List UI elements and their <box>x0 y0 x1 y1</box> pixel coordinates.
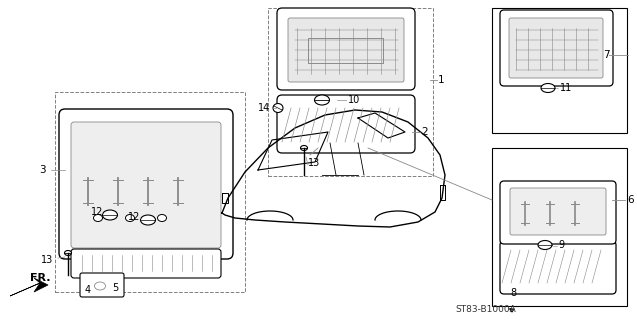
FancyBboxPatch shape <box>500 181 616 244</box>
FancyBboxPatch shape <box>509 18 603 78</box>
Bar <box>55 92 245 292</box>
FancyBboxPatch shape <box>59 109 233 259</box>
Text: 5: 5 <box>112 283 118 293</box>
Text: 8: 8 <box>510 288 516 298</box>
Text: 11: 11 <box>560 83 572 93</box>
Text: 12: 12 <box>128 212 140 222</box>
Text: 2: 2 <box>421 127 427 137</box>
Polygon shape <box>10 278 48 296</box>
Bar <box>308 38 383 63</box>
Ellipse shape <box>315 146 321 150</box>
FancyBboxPatch shape <box>71 249 221 278</box>
FancyBboxPatch shape <box>277 95 415 153</box>
Text: 9: 9 <box>558 240 564 250</box>
Bar <box>268 8 433 176</box>
Text: 12: 12 <box>91 207 103 217</box>
Text: 14: 14 <box>258 103 270 113</box>
FancyBboxPatch shape <box>500 241 616 294</box>
Ellipse shape <box>538 241 552 250</box>
FancyBboxPatch shape <box>71 122 221 248</box>
Text: FR.: FR. <box>30 273 50 283</box>
FancyBboxPatch shape <box>80 273 124 297</box>
Text: 13: 13 <box>308 158 320 168</box>
FancyBboxPatch shape <box>288 18 404 82</box>
Text: 6: 6 <box>627 195 634 205</box>
Ellipse shape <box>141 215 155 225</box>
Text: 3: 3 <box>39 165 46 175</box>
Ellipse shape <box>125 214 134 221</box>
Ellipse shape <box>315 95 329 105</box>
FancyBboxPatch shape <box>500 10 613 86</box>
Ellipse shape <box>273 103 283 113</box>
Text: 1: 1 <box>438 75 445 85</box>
Ellipse shape <box>103 210 117 220</box>
Ellipse shape <box>365 146 371 150</box>
Text: ST83-B1000A: ST83-B1000A <box>455 306 516 315</box>
Ellipse shape <box>64 251 71 255</box>
Bar <box>492 148 627 306</box>
Text: 10: 10 <box>348 95 361 105</box>
Ellipse shape <box>157 214 166 221</box>
Ellipse shape <box>301 146 308 150</box>
Ellipse shape <box>94 214 103 221</box>
FancyBboxPatch shape <box>510 188 606 235</box>
Text: 7: 7 <box>603 50 610 60</box>
Text: 4: 4 <box>85 285 91 295</box>
Bar <box>492 8 627 133</box>
Text: 13: 13 <box>41 255 54 265</box>
FancyBboxPatch shape <box>277 8 415 90</box>
Ellipse shape <box>541 84 555 92</box>
